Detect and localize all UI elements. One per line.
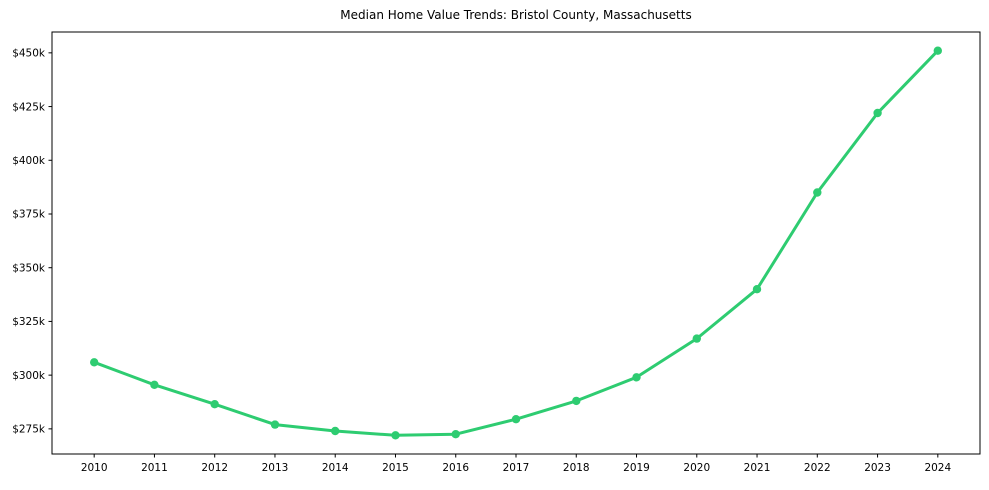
data-point-2011 [150, 380, 159, 389]
x-tick-label: 2018 [563, 462, 590, 474]
data-point-2024 [933, 46, 942, 55]
data-point-2016 [451, 430, 460, 439]
x-tick-label: 2024 [924, 462, 951, 474]
y-tick-label: $350k [12, 262, 46, 274]
data-point-2022 [813, 188, 822, 197]
x-tick-label: 2017 [503, 462, 530, 474]
x-tick-label: 2015 [382, 462, 409, 474]
data-point-2020 [692, 334, 701, 343]
x-tick-label: 2013 [262, 462, 289, 474]
x-tick-label: 2011 [141, 462, 168, 474]
chart-title: Median Home Value Trends: Bristol County… [340, 8, 692, 22]
data-point-2012 [210, 400, 219, 409]
data-point-2014 [331, 426, 340, 436]
x-tick-label: 2016 [442, 462, 469, 474]
x-tick-label: 2019 [623, 462, 650, 474]
x-tick-label: 2023 [864, 462, 891, 474]
y-tick-label: $400k [12, 155, 46, 167]
x-tick-label: 2010 [81, 462, 108, 474]
x-tick-label: 2022 [804, 462, 831, 474]
x-tick-label: 2021 [744, 462, 771, 474]
x-tick-label: 2012 [201, 462, 228, 474]
data-point-2017 [511, 415, 521, 424]
data-point-2010 [90, 358, 99, 367]
y-tick-label: $450k [12, 48, 46, 60]
y-tick-label: $325k [12, 316, 46, 328]
x-tick-label: 2014 [322, 462, 349, 474]
y-tick-label: $300k [12, 370, 46, 382]
plot-frame [51, 31, 981, 455]
data-point-2021 [752, 285, 762, 294]
y-tick-label: $375k [12, 209, 46, 221]
data-point-2023 [873, 108, 882, 118]
data-point-2013 [270, 420, 280, 429]
x-tick-label: 2020 [683, 462, 710, 474]
data-point-2018 [572, 396, 581, 406]
data-point-2019 [632, 373, 641, 382]
y-tick-label: $425k [12, 101, 46, 113]
y-tick-label: $275k [12, 424, 46, 436]
data-point-2015 [391, 431, 400, 440]
